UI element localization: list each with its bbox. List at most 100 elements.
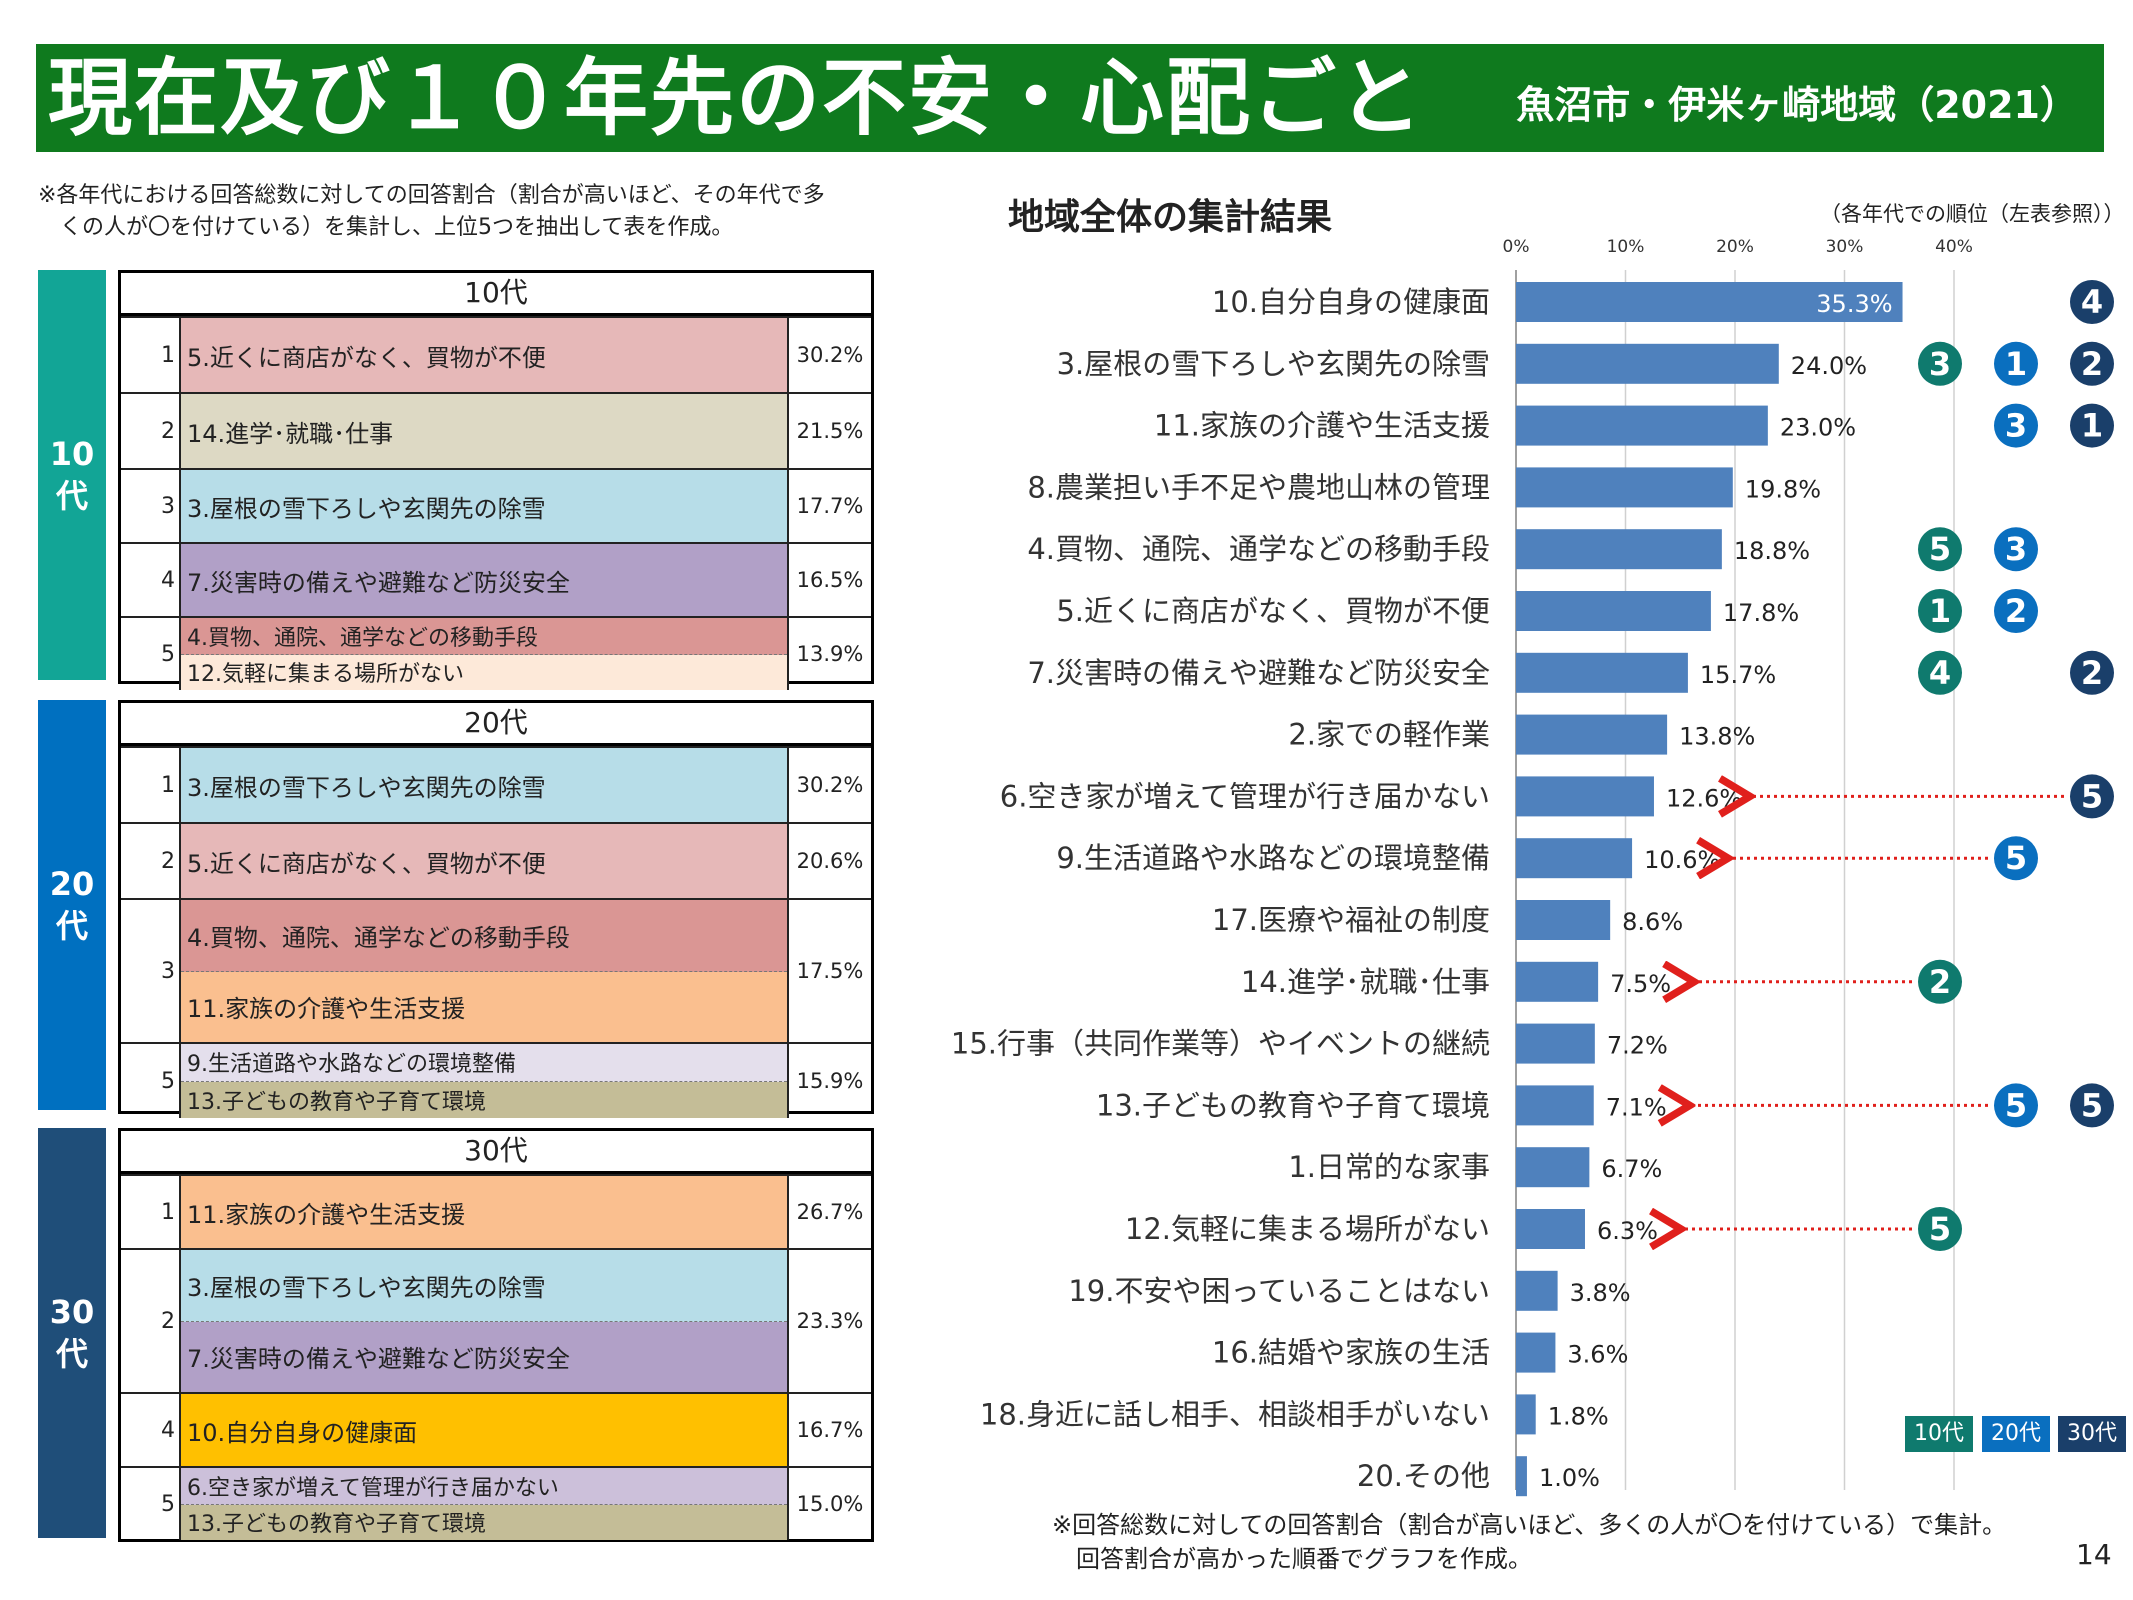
rank-marker-number: 5 xyxy=(1929,1210,1951,1248)
concern-item: 7.災害時の備えや避難など防災安全 xyxy=(181,1321,787,1392)
percent-value: 26.7% xyxy=(787,1176,871,1248)
category-label: 9.生活道路や水路などの環境整備 xyxy=(1056,841,1490,875)
value-label: 3.6% xyxy=(1567,1341,1628,1369)
bar xyxy=(1516,776,1654,817)
value-label: 13.8% xyxy=(1679,723,1755,751)
category-label: 7.災害時の備えや避難など防災安全 xyxy=(1027,656,1490,690)
concern-item: 11.家族の介護や生活支援 xyxy=(181,1176,787,1248)
title-banner: 現在及び１０年先の不安・心配ごと 魚沼市・伊米ヶ崎地域（2021） xyxy=(36,44,2104,152)
table-row: 1 5.近くに商店がなく、買物が不便 30.2% xyxy=(121,316,871,392)
percent-value: 20.6% xyxy=(787,824,871,898)
rank-marker-number: 2 xyxy=(2081,345,2103,383)
rank-marker-number: 5 xyxy=(2005,839,2027,877)
x-tick-label: 30% xyxy=(1826,237,1864,257)
page-title: 現在及び１０年先の不安・心配ごと xyxy=(48,49,1425,147)
age-tab-1: 20 代 xyxy=(38,700,106,1110)
concern-item: 6.空き家が増えて管理が行き届かない xyxy=(181,1468,787,1505)
category-label: 16.結婚や家族の生活 xyxy=(1212,1336,1490,1370)
category-label: 11.家族の介護や生活支援 xyxy=(1154,409,1490,443)
rank-number: 2 xyxy=(121,394,181,468)
percent-value: 15.9% xyxy=(787,1044,871,1118)
rank-marker-30s xyxy=(2070,650,2114,695)
bar xyxy=(1516,343,1779,384)
rank-marker-20s xyxy=(1994,403,2038,448)
value-label: 7.2% xyxy=(1607,1032,1668,1060)
rank-marker-number: 4 xyxy=(2081,283,2103,321)
age-table-1: 20代 1 3.屋根の雪下ろしや玄関先の除雪 30.2% 2 5.近くに商店がなく、買物が… xyxy=(118,700,874,1118)
rank-number: 1 xyxy=(121,748,181,822)
percent-value: 15.0% xyxy=(787,1468,871,1540)
value-label: 18.8% xyxy=(1734,537,1810,565)
bar xyxy=(1516,1023,1595,1064)
category-label: 4.買物、通院、通学などの移動手段 xyxy=(1027,532,1490,566)
concern-item: 3.屋根の雪下ろしや玄関先の除雪 xyxy=(181,1250,787,1322)
age-table-title: 30代 xyxy=(121,1131,871,1174)
rank-note: （各年代での順位（左表参照）） xyxy=(1820,202,2125,226)
category-label: 12.気軽に集まる場所がない xyxy=(1125,1212,1490,1246)
rank-number: 1 xyxy=(121,1176,181,1248)
value-label: 8.6% xyxy=(1622,908,1683,936)
legend-item: 20代 xyxy=(1982,1416,2050,1452)
x-tick-label: 0% xyxy=(1503,237,1530,257)
rank-marker-20s xyxy=(1994,341,2038,386)
rank-marker-10s xyxy=(1918,959,1962,1004)
concern-item: 4.買物、通院、通学などの移動手段 xyxy=(181,900,787,972)
percent-value: 30.2% xyxy=(787,318,871,392)
rank-marker-10s xyxy=(1918,527,1962,572)
age-tab-2: 30 代 xyxy=(38,1128,106,1538)
value-label: 3.8% xyxy=(1570,1279,1631,1307)
rank-number: 4 xyxy=(121,1394,181,1466)
rank-marker-number: 1 xyxy=(2005,345,2027,383)
bar xyxy=(1516,591,1711,631)
rank-number: 2 xyxy=(121,1250,181,1392)
concern-item: 11.家族の介護や生活支援 xyxy=(181,971,787,1042)
table-row: 3 3.屋根の雪下ろしや玄関先の除雪 17.7% xyxy=(121,468,871,542)
concern-item: 9.生活道路や水路などの環境整備 xyxy=(181,1044,787,1082)
rank-marker-20s xyxy=(1994,527,2038,572)
rank-number: 5 xyxy=(121,1468,181,1540)
table-row: 5 4.買物、通院、通学などの移動手段 12.気軽に集まる場所がない 13.9% xyxy=(121,616,871,690)
rank-number: 5 xyxy=(121,1044,181,1118)
x-tick-label: 20% xyxy=(1716,237,1754,257)
bar xyxy=(1516,838,1633,879)
rank-number: 3 xyxy=(121,900,181,1042)
rank-marker-10s xyxy=(1918,589,1962,633)
value-label: 19.8% xyxy=(1745,475,1821,503)
category-label: 6.空き家が増えて管理が行き届かない xyxy=(1000,779,1490,813)
value-label: 35.3% xyxy=(1816,290,1892,318)
table-row: 1 3.屋根の雪下ろしや玄関先の除雪 30.2% xyxy=(121,746,871,822)
rank-marker-30s xyxy=(2070,774,2114,819)
rank-number: 1 xyxy=(121,318,181,392)
bar xyxy=(1516,1456,1527,1497)
bar xyxy=(1516,1394,1536,1435)
value-label: 1.0% xyxy=(1539,1464,1600,1492)
rank-marker-10s xyxy=(1918,650,1962,695)
category-label: 15.行事（共同作業等）やイベントの継続 xyxy=(951,1027,1490,1061)
percent-value: 17.5% xyxy=(787,900,871,1042)
value-label: 6.3% xyxy=(1597,1217,1658,1245)
table-row: 2 3.屋根の雪下ろしや玄関先の除雪 7.災害時の備えや避難など防災安全 23.3% xyxy=(121,1248,871,1392)
legend-item: 30代 xyxy=(2058,1416,2126,1452)
percent-value: 16.7% xyxy=(787,1394,871,1466)
rank-marker-number: 5 xyxy=(2081,777,2103,815)
rank-marker-number: 5 xyxy=(2081,1086,2103,1124)
category-label: 2.家での軽作業 xyxy=(1288,718,1490,752)
rank-number: 5 xyxy=(121,618,181,690)
age-tab-0: 10 代 xyxy=(38,270,106,680)
category-label: 14.進学･就職･仕事 xyxy=(1241,965,1490,999)
table-row: 3 4.買物、通院、通学などの移動手段 11.家族の介護や生活支援 17.5% xyxy=(121,898,871,1042)
category-label: 20.その他 xyxy=(1357,1459,1490,1493)
rank-marker-30s xyxy=(2070,1083,2114,1128)
percent-value: 17.7% xyxy=(787,470,871,542)
percent-value: 21.5% xyxy=(787,394,871,468)
rank-number: 4 xyxy=(121,544,181,616)
left-note: ※各年代における回答総数に対しての回答割合（割合が高いほど、その年代で多 くの人… xyxy=(38,183,825,240)
table-row: 2 14.進学･就職･仕事 21.5% xyxy=(121,392,871,468)
concern-item: 10.自分自身の健康面 xyxy=(181,1394,787,1466)
table-row: 4 10.自分自身の健康面 16.7% xyxy=(121,1392,871,1466)
category-label: 10.自分自身の健康面 xyxy=(1212,285,1490,319)
table-row: 5 6.空き家が増えて管理が行き届かない 13.子どもの教育や子育て環境 15.0% xyxy=(121,1466,871,1540)
concern-item: 13.子どもの教育や子育て環境 xyxy=(181,1504,787,1540)
rank-marker-30s xyxy=(2070,341,2114,386)
